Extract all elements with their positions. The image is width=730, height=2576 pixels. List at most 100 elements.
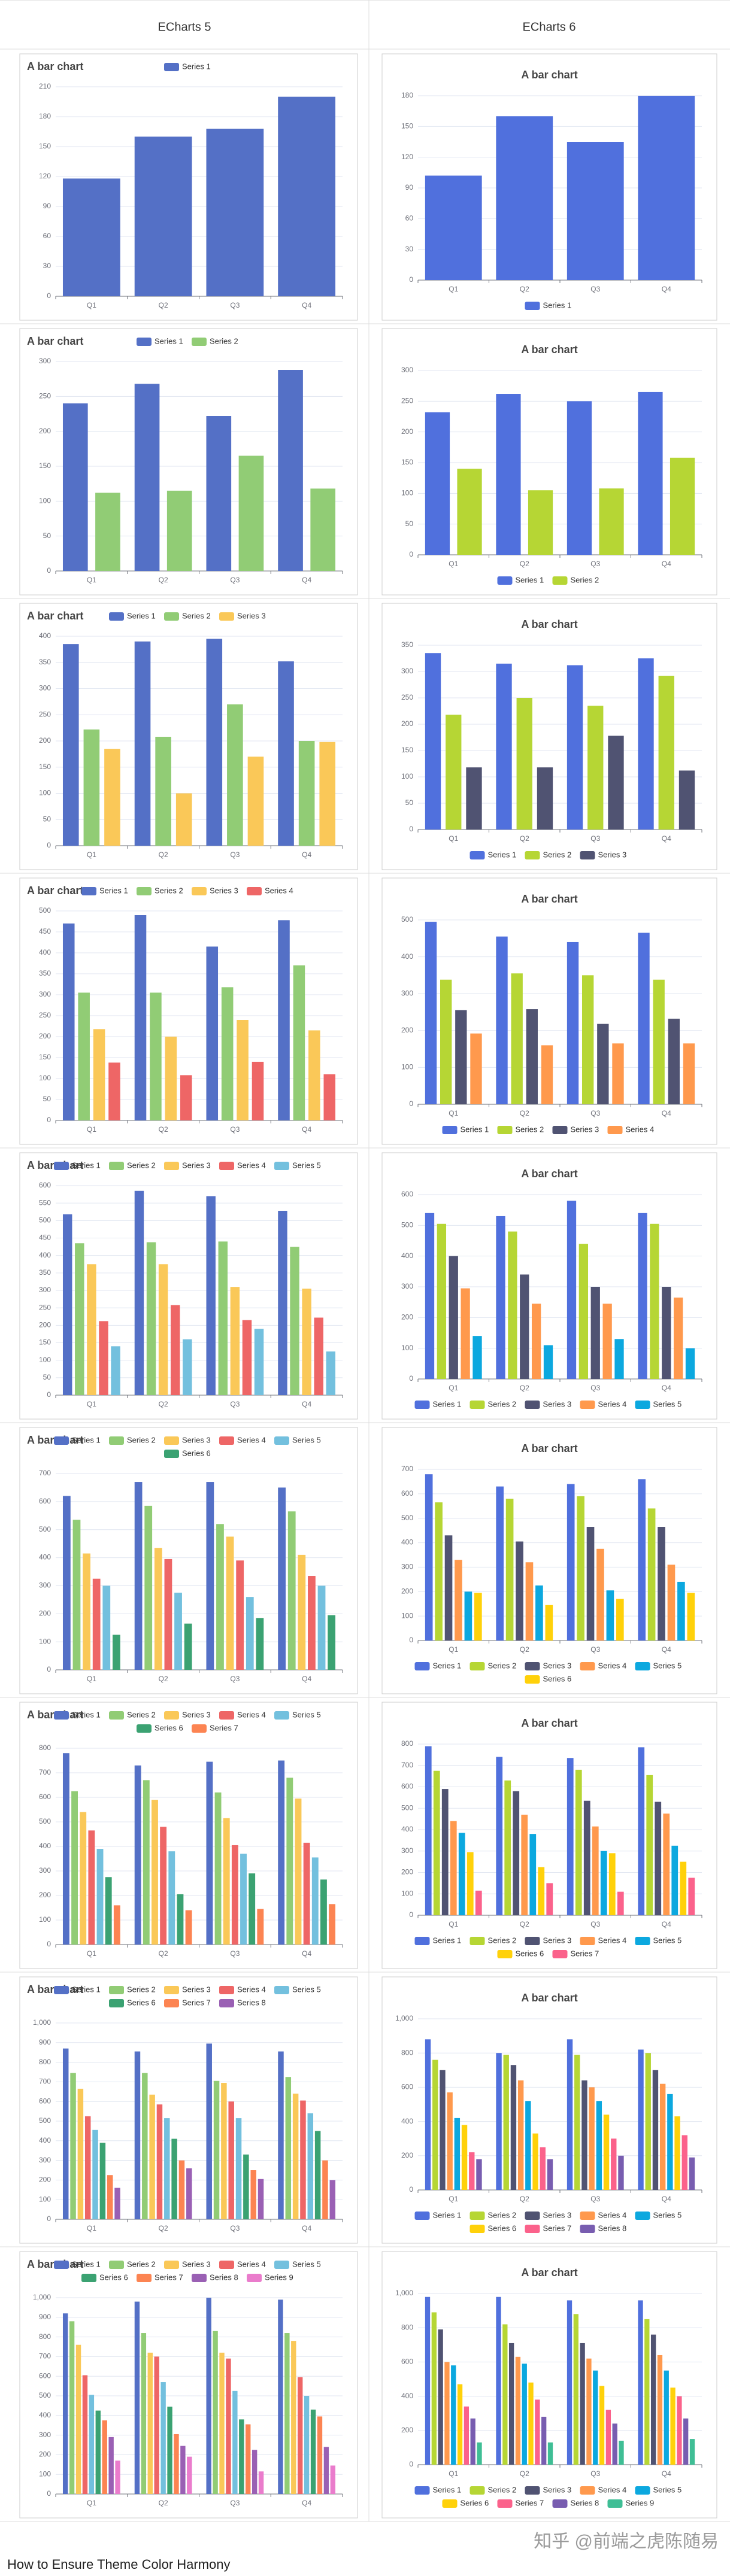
y-tick-label: 250 <box>39 710 51 718</box>
bar <box>164 1559 172 1670</box>
bar <box>323 1074 336 1120</box>
bar <box>78 992 90 1120</box>
bar <box>92 2130 98 2219</box>
bar <box>278 920 290 1120</box>
bar <box>107 2175 113 2219</box>
legend-label: Series 7 <box>210 1723 238 1732</box>
bar <box>511 973 523 1104</box>
legend-label: Series 2 <box>127 2259 156 2268</box>
y-tick-label: 100 <box>39 497 51 505</box>
legend-label: Series 6 <box>155 1723 183 1732</box>
x-tick-label: Q4 <box>662 2469 671 2478</box>
bar <box>650 1223 659 1379</box>
legend-label: Series 2 <box>488 1936 517 1945</box>
bar <box>593 2370 598 2465</box>
y-tick-label: 150 <box>39 461 51 470</box>
legend-label: Series 6 <box>543 1674 572 1683</box>
y-tick-label: 0 <box>47 841 51 849</box>
legend-label: Series 5 <box>292 1435 321 1444</box>
legend-label: Series 6 <box>516 1949 544 1958</box>
bar <box>647 1508 656 1641</box>
bar <box>464 2406 469 2465</box>
legend-swatch <box>525 1675 540 1684</box>
x-tick-label: Q3 <box>230 576 240 584</box>
legend-label: Series 4 <box>237 1435 266 1444</box>
legend-swatch <box>219 2261 234 2269</box>
x-tick-label: Q1 <box>449 285 458 293</box>
y-tick-label: 400 <box>39 1553 51 1562</box>
bar <box>300 2100 306 2219</box>
legend-swatch <box>164 1711 179 1720</box>
y-tick-label: 0 <box>409 2185 413 2194</box>
bar <box>677 1581 685 1641</box>
y-tick-label: 600 <box>401 1190 413 1198</box>
bar <box>252 2450 258 2494</box>
legend-swatch <box>497 1950 513 1958</box>
bar <box>292 2094 299 2219</box>
bar <box>614 1339 624 1379</box>
y-tick-label: 300 <box>39 1286 51 1294</box>
bar <box>567 1758 574 1915</box>
bar <box>503 2055 509 2190</box>
bar <box>254 1329 264 1395</box>
bar <box>329 2180 336 2219</box>
bar <box>545 1605 553 1641</box>
bar <box>247 757 264 846</box>
bar <box>567 665 583 830</box>
x-tick-label: Q3 <box>230 850 240 859</box>
legend-label: Series 2 <box>488 1399 517 1408</box>
bar <box>470 2418 475 2465</box>
bar <box>667 1565 676 1641</box>
bar <box>206 2298 211 2494</box>
legend-label: Series 1 <box>182 62 211 71</box>
bar <box>258 2471 264 2494</box>
bar <box>446 715 462 830</box>
legend-swatch <box>607 2499 623 2508</box>
legend-swatch <box>219 1986 234 1994</box>
legend-label: Series 1 <box>155 336 183 345</box>
y-tick-label: 500 <box>39 2391 51 2399</box>
bar <box>433 1770 440 1915</box>
bar <box>425 653 441 830</box>
y-tick-label: 400 <box>401 1251 413 1260</box>
x-tick-label: Q1 <box>449 1645 458 1654</box>
legend-label: Series 2 <box>210 336 238 345</box>
y-tick-label: 100 <box>39 1074 51 1082</box>
y-tick-label: 500 <box>39 1525 51 1533</box>
y-tick-label: 500 <box>401 1514 413 1522</box>
y-tick-label: 50 <box>43 815 52 823</box>
legend-swatch <box>164 612 179 621</box>
x-tick-label: Q4 <box>302 850 311 859</box>
legend-swatch <box>54 1986 69 1994</box>
bar <box>582 975 594 1104</box>
legend-swatch <box>164 63 179 71</box>
bar <box>146 1242 156 1395</box>
legend-label: Series 5 <box>292 1161 321 1169</box>
bar <box>226 2358 231 2494</box>
legend-swatch <box>81 2274 96 2282</box>
bar <box>231 1845 238 1945</box>
y-tick-label: 500 <box>401 1803 413 1812</box>
y-tick-label: 350 <box>39 1268 51 1277</box>
legend-swatch <box>525 2225 540 2233</box>
y-tick-label: 200 <box>401 1587 413 1595</box>
y-tick-label: 0 <box>47 1116 51 1124</box>
legend-label: Series 6 <box>127 1998 156 2007</box>
bar <box>206 129 264 296</box>
bar <box>606 1590 614 1641</box>
bar <box>62 403 88 571</box>
bar <box>461 2125 468 2190</box>
bar <box>517 2080 524 2190</box>
y-tick-label: 180 <box>39 112 51 120</box>
legend-label: Series 2 <box>182 611 211 620</box>
y-tick-label: 1,000 <box>33 2293 51 2301</box>
x-tick-label: Q3 <box>590 285 600 293</box>
bar <box>298 1554 306 1670</box>
bar <box>522 2364 527 2465</box>
x-tick-label: Q1 <box>87 576 96 584</box>
x-tick-label: Q2 <box>520 2195 529 2203</box>
legend-label: Series 1 <box>433 1936 462 1945</box>
chart-title: A bar chart <box>521 344 577 356</box>
legend-swatch <box>580 1401 595 1409</box>
